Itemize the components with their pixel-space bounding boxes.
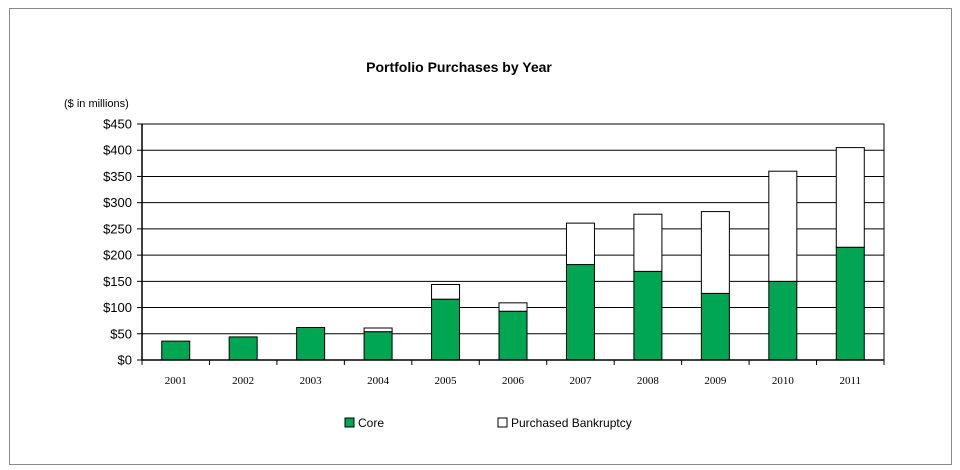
y-tick-label: $400 [103, 143, 132, 158]
x-tick-label: 2010 [772, 375, 795, 387]
y-tick-label: $350 [103, 169, 132, 184]
x-tick-label: 2004 [367, 375, 390, 387]
bar-core-2011 [835, 246, 865, 361]
y-unit-label: ($ in millions) [64, 98, 129, 110]
bar-purchased-bankruptcy-2007 [565, 222, 595, 266]
bar-core-2009 [700, 292, 730, 361]
x-tick-label: 2009 [704, 375, 727, 387]
legend-label-core: Core [358, 416, 384, 430]
x-tick-label: 2007 [569, 375, 592, 387]
bar-purchased-bankruptcy-2008 [633, 213, 663, 272]
legend-swatch-purchased-bankruptcy [497, 417, 508, 428]
y-tick-label: $50 [110, 326, 132, 341]
bar-purchased-bankruptcy-2009 [700, 211, 730, 294]
bar-core-2004 [363, 331, 393, 361]
bar-core-2002 [228, 336, 258, 361]
x-tick-label: 2011 [839, 375, 861, 387]
y-tick-label: $150 [103, 274, 132, 289]
bars [161, 147, 865, 361]
bar-core-2007 [565, 264, 595, 361]
bar-core-2008 [633, 270, 663, 361]
x-tick-label: 2008 [637, 375, 660, 387]
x-tick-labels: 2001 2002 2003 2004 2005 2006 2007 2008 2009 2010… [165, 375, 861, 387]
x-tick-label: 2003 [300, 375, 323, 387]
bar-core-2003 [296, 326, 326, 361]
legend: Core Purchased Bankruptcy [344, 416, 632, 430]
bar-core-2006 [498, 310, 528, 361]
bar-purchased-bankruptcy-2005 [431, 283, 461, 300]
bar-core-2010 [768, 280, 798, 361]
y-tick-label: $100 [103, 300, 132, 315]
y-tick-label: $0 [118, 353, 132, 368]
y-tick-label: $300 [103, 195, 132, 210]
x-tick-label: 2006 [502, 375, 525, 387]
bar-purchased-bankruptcy-2010 [768, 170, 798, 282]
bar-purchased-bankruptcy-2011 [835, 147, 865, 248]
bar-core-2005 [431, 298, 461, 361]
legend-swatch-core [344, 417, 355, 428]
y-tick-labels: $0 $50 $100 $150 $200 $250 $300 $350 $400 $450 [103, 117, 132, 368]
chart-title: Portfolio Purchases by Year [366, 59, 552, 75]
x-tick-label: 2002 [232, 375, 254, 387]
legend-label-purchased-bankruptcy: Purchased Bankruptcy [511, 416, 632, 430]
x-tick-label: 2005 [435, 375, 458, 387]
y-tick-label: $450 [103, 117, 132, 132]
axes [137, 123, 885, 365]
bar-purchased-bankruptcy-2006 [498, 302, 528, 312]
bar-purchased-bankruptcy-2004 [363, 327, 393, 333]
y-tick-label: $250 [103, 221, 132, 236]
y-tick-label: $200 [103, 248, 132, 263]
x-tick-label: 2001 [165, 375, 187, 387]
bar-core-2001 [161, 340, 191, 361]
